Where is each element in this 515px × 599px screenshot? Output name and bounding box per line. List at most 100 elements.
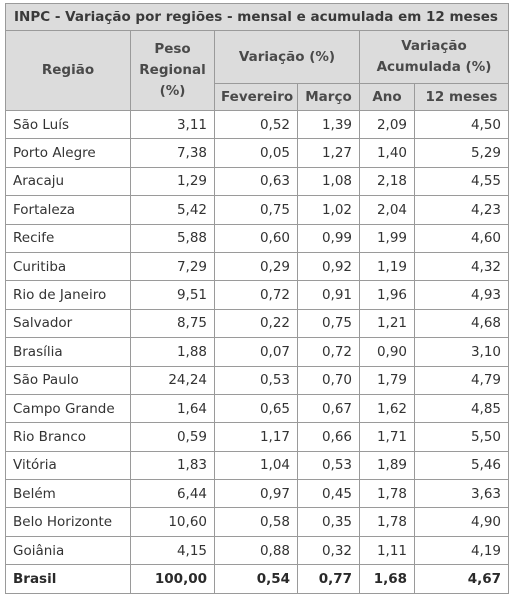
header-marco: Março: [297, 83, 360, 111]
cell-regiao: Recife: [5, 223, 131, 253]
cell-marco: 0,66: [297, 422, 360, 452]
cell-12-meses: 4,79: [414, 365, 509, 395]
cell-fevereiro: 0,63: [214, 166, 298, 197]
cell-regiao: Rio Branco: [5, 422, 131, 452]
table-row: Brasília 1,88 0,07 0,72 0,90 3,10: [5, 337, 509, 367]
cell-regiao: Campo Grande: [5, 393, 131, 424]
cell-12-meses: 4,55: [414, 166, 509, 197]
table-row: Vitória 1,83 1,04 0,53 1,89 5,46: [5, 450, 509, 481]
cell-12-meses: 4,90: [414, 507, 509, 537]
cell-fevereiro: 0,72: [214, 280, 298, 310]
cell-regiao: Brasília: [5, 337, 131, 367]
table-row: Recife 5,88 0,60 0,99 1,99 4,60: [5, 223, 509, 253]
cell-ano: 2,04: [359, 195, 415, 225]
cell-ano: 1,99: [359, 223, 415, 253]
table-row: Curitiba 7,29 0,29 0,92 1,19 4,32: [5, 251, 509, 282]
cell-marco: 0,92: [297, 251, 360, 282]
cell-ano: 2,09: [359, 109, 415, 140]
cell-peso: 7,38: [130, 138, 215, 168]
cell-peso: 8,75: [130, 308, 215, 339]
cell-marco: 1,39: [297, 109, 360, 140]
table-row: Aracaju 1,29 0,63 1,08 2,18 4,55: [5, 166, 509, 197]
cell-12-meses: 5,50: [414, 422, 509, 452]
cell-ano: 1,71: [359, 422, 415, 452]
cell-12-meses: 4,93: [414, 280, 509, 310]
cell-peso: 1,64: [130, 393, 215, 424]
table-row: Goiânia 4,15 0,88 0,32 1,11 4,19: [5, 535, 509, 566]
cell-peso: 1,88: [130, 337, 215, 367]
cell-12-meses: 4,60: [414, 223, 509, 253]
cell-marco: 1,27: [297, 138, 360, 168]
cell-regiao: Rio de Janeiro: [5, 280, 131, 310]
header-12-meses: 12 meses: [414, 83, 509, 111]
cell-ano: 1,40: [359, 138, 415, 168]
cell-fevereiro: 0,65: [214, 393, 298, 424]
inpc-table-container: INPC - Variação por regiões - mensal e a…: [5, 3, 509, 594]
header-ano: Ano: [359, 83, 415, 111]
cell-peso: 3,11: [130, 109, 215, 140]
cell-marco: 0,99: [297, 223, 360, 253]
cell-regiao-total: Brasil: [5, 564, 131, 594]
cell-fevereiro: 0,05: [214, 138, 298, 168]
cell-12-meses: 4,85: [414, 393, 509, 424]
cell-peso: 1,83: [130, 450, 215, 481]
cell-peso: 10,60: [130, 507, 215, 537]
cell-regiao: Vitória: [5, 450, 131, 481]
cell-ano: 1,78: [359, 507, 415, 537]
cell-marco: 0,67: [297, 393, 360, 424]
table-title: INPC - Variação por regiões - mensal e a…: [5, 3, 509, 31]
table-body: São Luís 3,11 0,52 1,39 2,09 4,50 Porto …: [5, 109, 509, 594]
cell-fevereiro: 0,97: [214, 479, 298, 509]
cell-ano: 1,96: [359, 280, 415, 310]
cell-regiao: Porto Alegre: [5, 138, 131, 168]
cell-12-meses: 3,63: [414, 479, 509, 509]
cell-marco: 1,08: [297, 166, 360, 197]
cell-marco: 0,75: [297, 308, 360, 339]
cell-fevereiro: 0,88: [214, 535, 298, 566]
cell-regiao: São Paulo: [5, 365, 131, 395]
cell-fevereiro: 0,60: [214, 223, 298, 253]
header-variacao-acumulada: Variação Acumulada (%): [359, 30, 509, 84]
cell-peso: 5,42: [130, 195, 215, 225]
table-row: Belém 6,44 0,97 0,45 1,78 3,63: [5, 479, 509, 509]
header-peso: Peso Regional (%): [130, 30, 215, 111]
cell-ano: 1,89: [359, 450, 415, 481]
cell-peso: 4,15: [130, 535, 215, 566]
cell-fevereiro: 0,75: [214, 195, 298, 225]
cell-marco: 0,72: [297, 337, 360, 367]
cell-peso: 0,59: [130, 422, 215, 452]
cell-12-meses: 4,50: [414, 109, 509, 140]
cell-ano: 2,18: [359, 166, 415, 197]
inpc-table: INPC - Variação por regiões - mensal e a…: [5, 3, 509, 594]
table-row-total: Brasil 100,00 0,54 0,77 1,68 4,67: [5, 564, 509, 594]
cell-marco-total: 0,77: [297, 564, 360, 594]
cell-regiao: Aracaju: [5, 166, 131, 197]
cell-12-meses: 5,29: [414, 138, 509, 168]
cell-12-meses: 4,32: [414, 251, 509, 282]
cell-peso: 5,88: [130, 223, 215, 253]
cell-regiao: São Luís: [5, 109, 131, 140]
cell-marco: 0,45: [297, 479, 360, 509]
cell-marco: 0,53: [297, 450, 360, 481]
header-regiao: Região: [5, 30, 131, 111]
table-row: Porto Alegre 7,38 0,05 1,27 1,40 5,29: [5, 138, 509, 168]
cell-ano-total: 1,68: [359, 564, 415, 594]
table-row: Belo Horizonte 10,60 0,58 0,35 1,78 4,90: [5, 507, 509, 537]
cell-peso: 24,24: [130, 365, 215, 395]
cell-ano: 1,11: [359, 535, 415, 566]
cell-fevereiro: 0,52: [214, 109, 298, 140]
cell-12-meses: 4,19: [414, 535, 509, 566]
table-row: Fortaleza 5,42 0,75 1,02 2,04 4,23: [5, 195, 509, 225]
cell-fevereiro: 0,07: [214, 337, 298, 367]
cell-ano: 0,90: [359, 337, 415, 367]
cell-regiao: Belém: [5, 479, 131, 509]
cell-fevereiro: 1,04: [214, 450, 298, 481]
cell-fevereiro: 0,53: [214, 365, 298, 395]
cell-marco: 0,35: [297, 507, 360, 537]
cell-ano: 1,19: [359, 251, 415, 282]
cell-marco: 0,70: [297, 365, 360, 395]
cell-peso: 9,51: [130, 280, 215, 310]
cell-ano: 1,78: [359, 479, 415, 509]
cell-ano: 1,79: [359, 365, 415, 395]
cell-peso: 7,29: [130, 251, 215, 282]
